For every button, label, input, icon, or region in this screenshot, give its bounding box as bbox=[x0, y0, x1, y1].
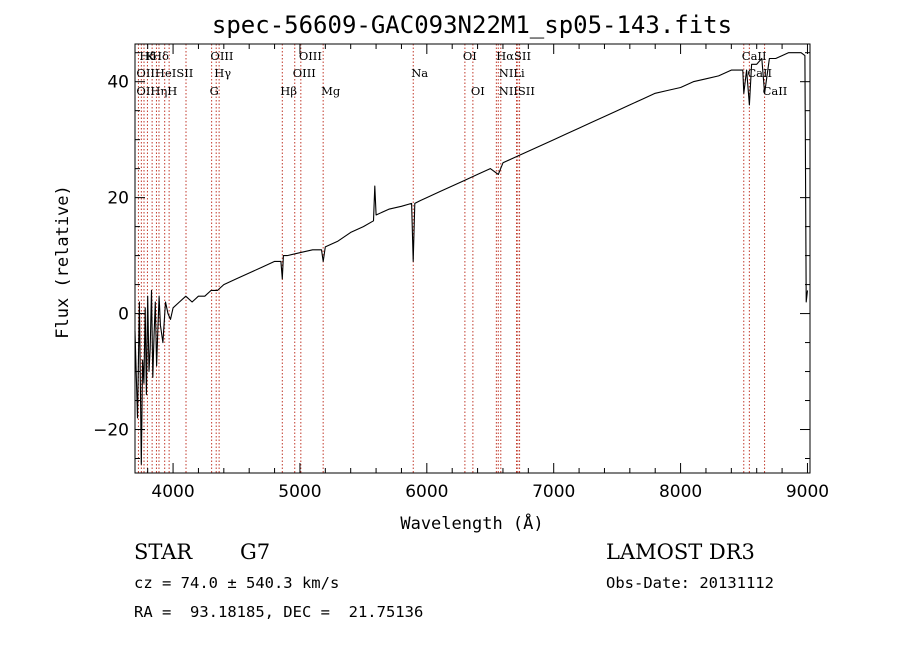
spectral-line-label: OIHηH bbox=[136, 84, 177, 98]
x-axis-label: Wavelength (Å) bbox=[400, 512, 543, 534]
spectral-subclass: G7 bbox=[240, 540, 271, 564]
spectral-line-label: Hδ bbox=[152, 49, 169, 63]
x-tick-label: 5000 bbox=[278, 482, 321, 502]
x-tick-label: 4000 bbox=[151, 482, 194, 502]
y-tick-label: 40 bbox=[107, 73, 129, 93]
flux-series-line bbox=[134, 52, 809, 465]
y-tick-label: 0 bbox=[118, 305, 129, 325]
spectral-line-label: Hβ bbox=[280, 84, 297, 98]
spectral-line-label: Hδ bbox=[139, 49, 156, 63]
x-tick-label: 9000 bbox=[786, 482, 829, 502]
spectral-line-label: OIII bbox=[210, 49, 233, 63]
chart-title: spec-56609-GAC093N22M1_sp05-143.fits bbox=[212, 11, 732, 39]
spectral-line-label: CaII bbox=[747, 66, 772, 80]
x-tick-label: 7000 bbox=[532, 482, 575, 502]
y-tick-label: −20 bbox=[93, 421, 129, 441]
spectral-line-label: NILi bbox=[499, 66, 525, 80]
plot-frame bbox=[134, 43, 811, 474]
spectral-line-label: OI bbox=[471, 84, 485, 98]
x-tick-label: 6000 bbox=[405, 482, 448, 502]
coordinates: RA = 93.18185, DEC = 21.75136 bbox=[134, 603, 424, 621]
spectral-line-label: K bbox=[146, 49, 155, 63]
x-tick-label: 8000 bbox=[659, 482, 702, 502]
observation-date: Obs-Date: 20131112 bbox=[606, 574, 774, 592]
spectral-line-label: HαSII bbox=[496, 49, 531, 63]
redshift-velocity: cz = 74.0 ± 540.3 km/s bbox=[134, 574, 340, 592]
object-class: STAR bbox=[134, 540, 193, 564]
spectral-line-label: CaII bbox=[763, 84, 788, 98]
spectral-line-label: Na bbox=[411, 66, 428, 80]
y-tick-label: 20 bbox=[107, 189, 129, 209]
spectral-line-label: OIII bbox=[299, 49, 322, 63]
spectral-line-label: OIII bbox=[293, 66, 316, 80]
spectral-line-label: Hγ bbox=[214, 66, 231, 80]
spectral-line-label: NIISII bbox=[499, 84, 535, 98]
spectral-line-label: CaII bbox=[742, 49, 767, 63]
spectral-line-label: OI bbox=[463, 49, 477, 63]
spectral-line-label: G bbox=[210, 84, 219, 98]
y-axis-label: Flux (relative) bbox=[53, 185, 73, 339]
spectral-line-label: Mg bbox=[321, 84, 341, 98]
spectral-line-label: OIIHeISII bbox=[136, 66, 193, 80]
survey-name: LAMOST DR3 bbox=[606, 540, 755, 564]
